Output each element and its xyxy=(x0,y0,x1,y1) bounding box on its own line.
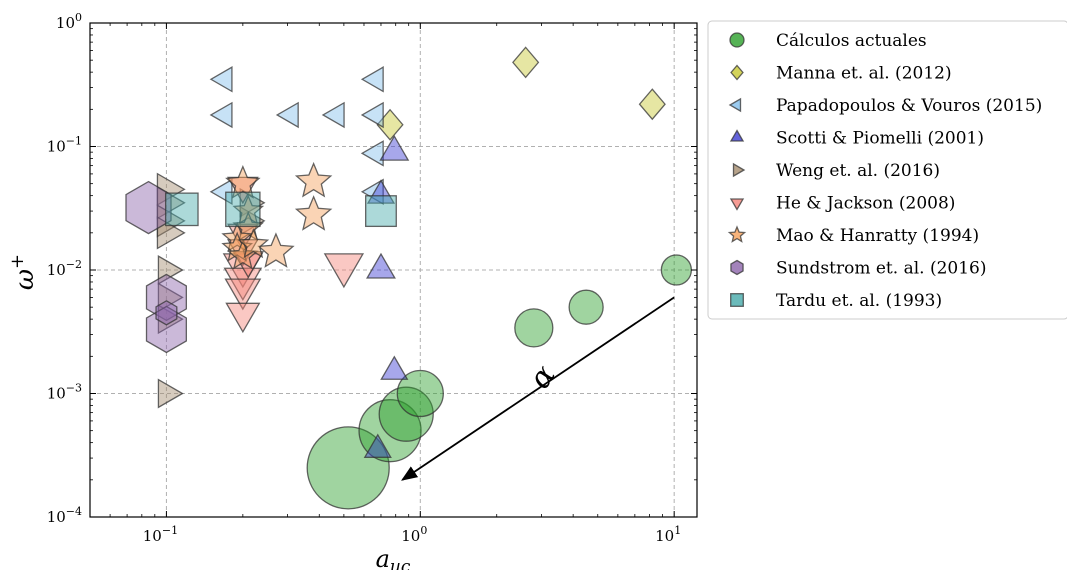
legend-label: Manna et. al. (2012) xyxy=(776,64,952,84)
series-3 xyxy=(363,134,410,458)
y-axis-label: ω+ xyxy=(7,254,40,290)
data-point xyxy=(225,302,261,334)
series-6 xyxy=(221,161,333,270)
data-point xyxy=(237,228,270,259)
legend-item: Manna et. al. (2012) xyxy=(730,64,952,84)
legend-item: Cálculos actuales xyxy=(729,31,927,51)
legend-frame xyxy=(707,20,1067,320)
data-point xyxy=(396,369,444,418)
series-1 xyxy=(376,46,666,141)
data-point xyxy=(365,252,396,279)
series-8 xyxy=(164,191,397,228)
data-point xyxy=(514,308,554,348)
y-tick-label: 100 xyxy=(56,11,82,32)
data-point xyxy=(164,192,199,227)
data-point xyxy=(221,231,254,262)
data-point xyxy=(157,282,184,313)
data-point xyxy=(157,304,184,335)
data-point xyxy=(209,101,233,129)
y-tick-label: 10−4 xyxy=(47,505,82,526)
data-point xyxy=(232,194,265,225)
data-point xyxy=(257,232,295,268)
data-point xyxy=(294,161,333,198)
legend-label: Sundstrom et. al. (2016) xyxy=(776,259,986,279)
legend-marker xyxy=(732,162,746,178)
data-point xyxy=(155,300,178,326)
data-point xyxy=(360,66,384,93)
legend-item: Sundstrom et. al. (2016) xyxy=(730,259,986,279)
legend-item: Papadopoulos & Vouros (2015) xyxy=(728,96,1042,116)
data-point xyxy=(323,253,365,289)
data-point xyxy=(157,378,184,409)
x-tick-label: 101 xyxy=(655,524,681,545)
y-tick-label: 10−3 xyxy=(47,382,82,403)
annotation-arrow xyxy=(401,296,675,481)
legend: Cálculos actuales Manna et. al. (2012) Pap… xyxy=(707,20,1067,320)
y-tick-label: 10−2 xyxy=(47,258,82,279)
legend-label: Weng et. al. (2016) xyxy=(776,161,940,181)
data-point xyxy=(225,191,261,228)
data-point xyxy=(365,195,397,228)
y-tick-label: 10−1 xyxy=(47,135,82,156)
x-axis-label: auc xyxy=(376,545,411,570)
data-point xyxy=(378,386,434,442)
data-point xyxy=(275,101,299,129)
legend-marker xyxy=(727,225,747,243)
data-point xyxy=(363,433,392,458)
axis-ticks: 10−1 100 101 100 10−1 10−2 10−3 10−4 xyxy=(47,11,697,545)
data-point xyxy=(380,355,409,380)
legend-marker xyxy=(728,97,742,113)
data-point xyxy=(209,66,233,93)
legend-label: Mao & Hanratty (1994) xyxy=(776,226,979,246)
legend-item: Weng et. al. (2016) xyxy=(732,161,940,181)
series-7 xyxy=(125,180,187,354)
data-point xyxy=(568,289,604,325)
data-point xyxy=(227,176,259,205)
legend-item: Scotti & Piomelli (2001) xyxy=(729,129,984,149)
data-point xyxy=(224,278,262,311)
series-0 xyxy=(306,254,693,510)
legend-label: Scotti & Piomelli (2001) xyxy=(776,129,984,149)
data-point xyxy=(360,140,384,167)
data-point xyxy=(366,179,396,204)
data-point xyxy=(358,399,422,463)
legend-item: Mao & Hanratty (1994) xyxy=(727,225,979,246)
legend-marker xyxy=(730,259,744,276)
data-point xyxy=(638,88,666,121)
data-point xyxy=(660,254,693,286)
legend-item: He & Jackson (2008) xyxy=(729,194,955,214)
legend-marker xyxy=(730,64,744,81)
data-points xyxy=(125,46,693,510)
data-point xyxy=(379,134,410,161)
legend-marker xyxy=(729,129,745,142)
legend-label: Papadopoulos & Vouros (2015) xyxy=(776,96,1042,116)
data-point xyxy=(125,180,172,235)
legend-marker xyxy=(730,293,744,307)
data-point xyxy=(225,164,261,199)
legend-label: He & Jackson (2008) xyxy=(776,194,955,214)
data-point xyxy=(321,101,345,129)
data-point xyxy=(306,426,390,510)
x-tick-label: 10−1 xyxy=(143,524,178,545)
data-point xyxy=(294,195,333,231)
x-tick-label: 100 xyxy=(401,524,427,545)
legend-marker xyxy=(729,32,745,48)
legend-label: Cálculos actuales xyxy=(776,31,927,51)
series-2 xyxy=(209,66,384,206)
data-point xyxy=(360,101,384,129)
legend-label: Tardu et. al. (1993) xyxy=(776,291,942,311)
data-point xyxy=(512,46,540,79)
legend-marker xyxy=(729,198,745,211)
legend-item: Tardu et. al. (1993) xyxy=(730,291,942,311)
